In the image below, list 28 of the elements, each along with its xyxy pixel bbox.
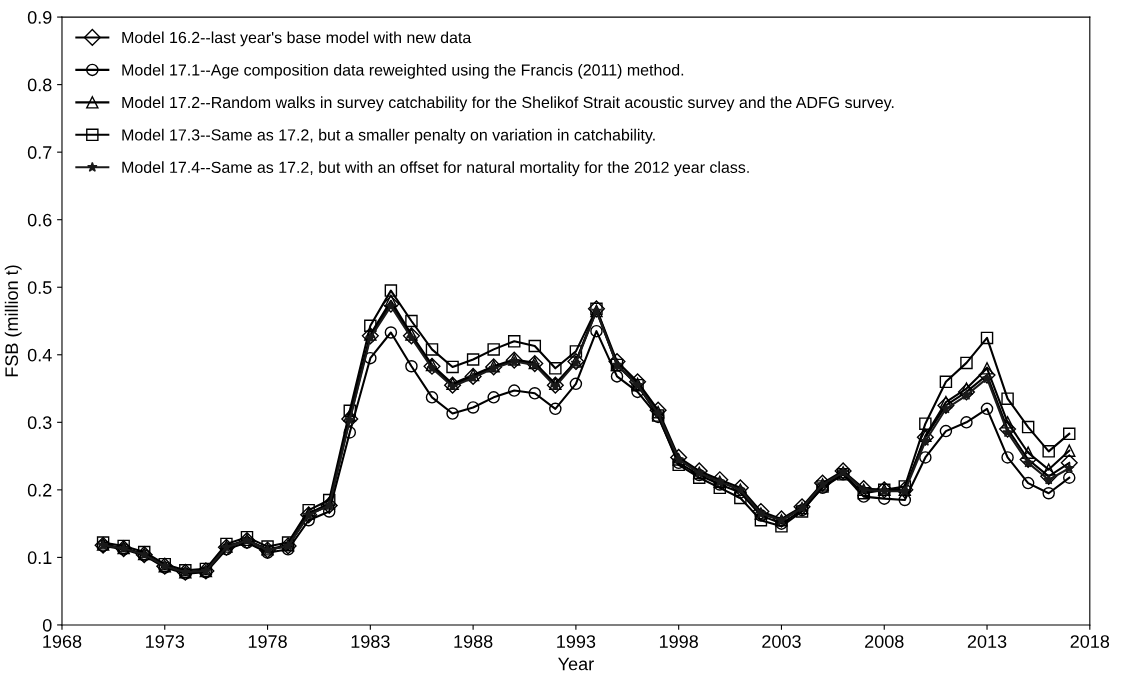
x-tick-label: 1973 (146, 635, 185, 648)
y-tick-label: 0.1 (27, 551, 52, 565)
x-tick-label: 2013 (967, 635, 1007, 648)
x-tick-label: 1983 (351, 635, 390, 648)
legend-label: Model 17.2--Random walks in survey catchability for the Shelikof Strait acoustic survey and the ADFG survey. (122, 96, 894, 112)
legend-label: Model 16.2--last year's base model with new data (122, 31, 472, 47)
x-tick-label: 1993 (557, 635, 596, 648)
y-tick-label: 0.8 (27, 78, 52, 92)
y-tick-label: 0.2 (27, 483, 52, 497)
y-axis-title: FSB (million t) (4, 265, 22, 377)
legend-label: Model 17.4--Same as 17.2, but with an offset for natural mortality for the 2012 year class. (122, 161, 749, 177)
y-tick-label: 0.6 (27, 213, 52, 227)
x-tick-label: 1978 (248, 635, 287, 648)
y-tick-label: 0.9 (27, 11, 52, 24)
x-tick-label: 1988 (454, 635, 493, 648)
y-tick-label: 0.3 (27, 416, 52, 430)
y-tick-label: 0.4 (27, 348, 52, 362)
x-axis-title: Year (558, 657, 594, 671)
y-tick-label: 0 (42, 618, 52, 632)
x-tick-label: 2003 (762, 635, 801, 648)
x-tick-label: 1998 (659, 635, 698, 648)
legend-label: Model 17.1--Age composition data reweighted using the Francis (2011) method. (122, 63, 684, 79)
legend-label: Model 17.3--Same as 17.2, but a smaller penalty on variation in catchability. (122, 128, 655, 144)
x-tick-label: 2008 (865, 635, 904, 648)
y-tick-label: 0.5 (27, 281, 52, 294)
x-tick-label: 1968 (43, 635, 82, 648)
x-tick-label: 2018 (1070, 635, 1110, 648)
y-tick-label: 0.7 (27, 146, 52, 159)
